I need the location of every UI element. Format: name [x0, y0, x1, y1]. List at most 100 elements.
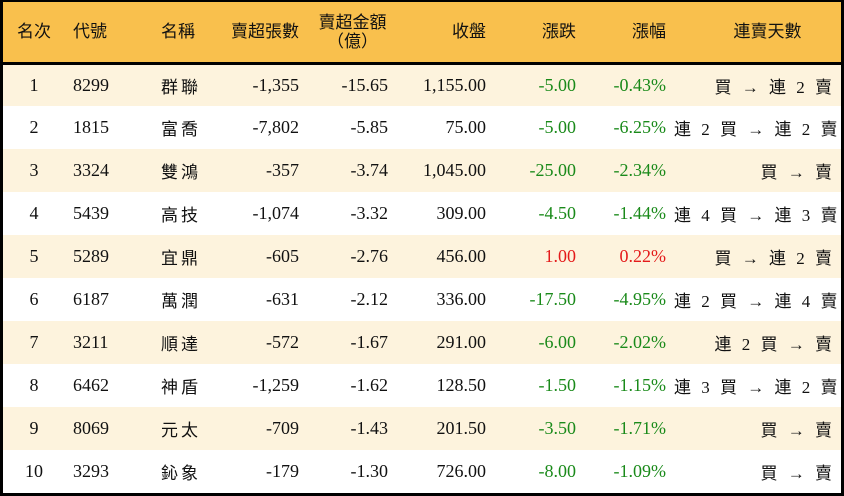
- close-cell: 309.00: [436, 203, 487, 223]
- net-sell-amount-cell: -3.74: [350, 160, 389, 180]
- net-sell-volume-cell: -1,074: [252, 203, 300, 223]
- net-sell-amount-cell: -1.43: [350, 418, 389, 438]
- streak-cell: 連 2 買 → 連 2 賣: [674, 120, 841, 139]
- header-net-sell-amount-line2: （億）: [327, 31, 378, 51]
- table-row: 10 3293 鈊象 -179 -1.30 726.00 -8.00 -1.09…: [3, 450, 841, 493]
- name-cell: 雙鴻: [161, 163, 201, 182]
- table-row: 3 3324 雙鴻 -357 -3.74 1,045.00 -25.00 -2.…: [3, 149, 841, 192]
- rank-cell: 3: [29, 160, 39, 180]
- rank-cell: 1: [29, 74, 39, 95]
- streak-cell: 買 → 連 2 賣: [714, 249, 835, 268]
- header-net-sell-volume: 賣超張數: [231, 22, 299, 42]
- net-sell-volume-cell: -1,259: [252, 375, 300, 395]
- change-cell: -6.00: [538, 332, 577, 352]
- streak-cell: 連 3 買 → 連 2 賣: [674, 378, 841, 397]
- net-sell-ranking-table: 名次 代號 名稱 賣超張數 賣超金額 （億） 收盤 漲跌 漲幅 連賣天數 1 8…: [3, 2, 841, 493]
- change-pct-cell: 0.22%: [619, 246, 667, 266]
- code-cell: 6462: [73, 375, 109, 395]
- close-cell: 456.00: [436, 246, 487, 266]
- rank-cell: 8: [29, 375, 39, 395]
- streak-cell: 連 4 買 → 連 3 賣: [674, 206, 841, 225]
- change-cell: 1.00: [544, 246, 577, 266]
- header-change-pct: 漲幅: [632, 22, 666, 42]
- change-cell: -4.50: [538, 203, 577, 223]
- table-row: 1 8299 群聯 -1,355 -15.65 1,155.00 -5.00 -…: [3, 63, 841, 106]
- code-cell: 8299: [73, 74, 109, 95]
- change-pct-cell: -1.15%: [613, 375, 667, 395]
- close-cell: 75.00: [445, 117, 487, 137]
- name-cell: 鈊象: [161, 464, 201, 483]
- change-pct-cell: -0.43%: [613, 74, 667, 95]
- rank-cell: 6: [29, 289, 39, 309]
- change-pct-cell: -2.34%: [613, 160, 667, 180]
- net-sell-amount-cell: -1.62: [350, 375, 389, 395]
- header-change: 漲跌: [542, 22, 576, 42]
- net-sell-amount-cell: -2.12: [350, 289, 389, 309]
- net-sell-volume-cell: -179: [266, 461, 299, 481]
- change-pct-cell: -4.95%: [613, 289, 667, 309]
- net-sell-amount-cell: -5.85: [350, 117, 389, 137]
- net-sell-amount-cell: -2.76: [350, 246, 389, 266]
- rank-cell: 5: [29, 246, 39, 266]
- change-cell: -5.00: [538, 74, 577, 95]
- close-cell: 201.50: [436, 418, 487, 438]
- rank-cell: 2: [29, 117, 39, 137]
- name-cell: 高技: [161, 206, 201, 225]
- change-cell: -1.50: [538, 375, 577, 395]
- header-name: 名稱: [161, 22, 195, 42]
- close-cell: 291.00: [436, 332, 487, 352]
- net-sell-volume-cell: -357: [266, 160, 299, 180]
- header-net-sell-amount: 賣超金額 （億）: [307, 2, 396, 63]
- rank-cell: 4: [29, 203, 39, 223]
- net-sell-amount-cell: -15.65: [341, 74, 389, 95]
- change-cell: -3.50: [538, 418, 577, 438]
- header-streak: 連賣天數: [733, 22, 802, 42]
- streak-cell: 買 → 連 2 賣: [714, 77, 835, 97]
- streak-cell: 買 → 賣: [760, 421, 835, 440]
- table-row: 7 3211 順達 -572 -1.67 291.00 -6.00 -2.02%…: [3, 321, 841, 364]
- close-cell: 128.50: [436, 375, 487, 395]
- code-cell: 3293: [73, 461, 109, 481]
- table-row: 8 6462 神盾 -1,259 -1.62 128.50 -1.50 -1.1…: [3, 364, 841, 407]
- change-cell: -8.00: [538, 461, 577, 481]
- header-rank: 名次: [17, 22, 51, 42]
- name-cell: 神盾: [161, 378, 201, 397]
- code-cell: 5439: [73, 203, 109, 223]
- name-cell: 元太: [161, 421, 201, 440]
- header-close: 收盤: [452, 22, 486, 42]
- table-row: 4 5439 高技 -1,074 -3.32 309.00 -4.50 -1.4…: [3, 192, 841, 235]
- change-pct-cell: -1.44%: [613, 203, 667, 223]
- net-sell-volume-cell: -631: [266, 289, 299, 309]
- table-row: 2 1815 富喬 -7,802 -5.85 75.00 -5.00 -6.25…: [3, 106, 841, 149]
- rank-cell: 7: [29, 332, 39, 352]
- change-cell: -5.00: [538, 117, 577, 137]
- net-sell-volume-cell: -605: [266, 246, 299, 266]
- streak-cell: 連 2 買 → 賣: [714, 335, 835, 354]
- table-row: 5 5289 宜鼎 -605 -2.76 456.00 1.00 0.22% 買…: [3, 235, 841, 278]
- net-sell-amount-cell: -3.32: [350, 203, 389, 223]
- streak-cell: 買 → 賣: [760, 464, 835, 483]
- net-sell-volume-cell: -572: [266, 332, 299, 352]
- close-cell: 726.00: [436, 461, 487, 481]
- net-sell-amount-cell: -1.30: [350, 461, 389, 481]
- code-cell: 8069: [73, 418, 109, 438]
- code-cell: 5289: [73, 246, 109, 266]
- net-sell-amount-cell: -1.67: [350, 332, 389, 352]
- name-cell: 宜鼎: [161, 249, 201, 268]
- code-cell: 3211: [73, 332, 109, 352]
- change-pct-cell: -6.25%: [613, 117, 667, 137]
- change-pct-cell: -1.09%: [613, 461, 667, 481]
- table-header-row: 名次 代號 名稱 賣超張數 賣超金額 （億） 收盤 漲跌 漲幅 連賣天數: [3, 2, 841, 63]
- rank-cell: 10: [25, 461, 43, 481]
- change-pct-cell: -2.02%: [613, 332, 667, 352]
- net-sell-volume-cell: -1,355: [252, 74, 300, 95]
- rank-cell: 9: [29, 418, 39, 438]
- name-cell: 順達: [161, 335, 201, 354]
- table-row: 9 8069 元太 -709 -1.43 201.50 -3.50 -1.71%…: [3, 407, 841, 450]
- name-cell: 群聯: [161, 77, 201, 97]
- close-cell: 336.00: [436, 289, 487, 309]
- net-sell-volume-cell: -709: [266, 418, 299, 438]
- name-cell: 富喬: [161, 120, 201, 139]
- table-row: 6 6187 萬潤 -631 -2.12 336.00 -17.50 -4.95…: [3, 278, 841, 321]
